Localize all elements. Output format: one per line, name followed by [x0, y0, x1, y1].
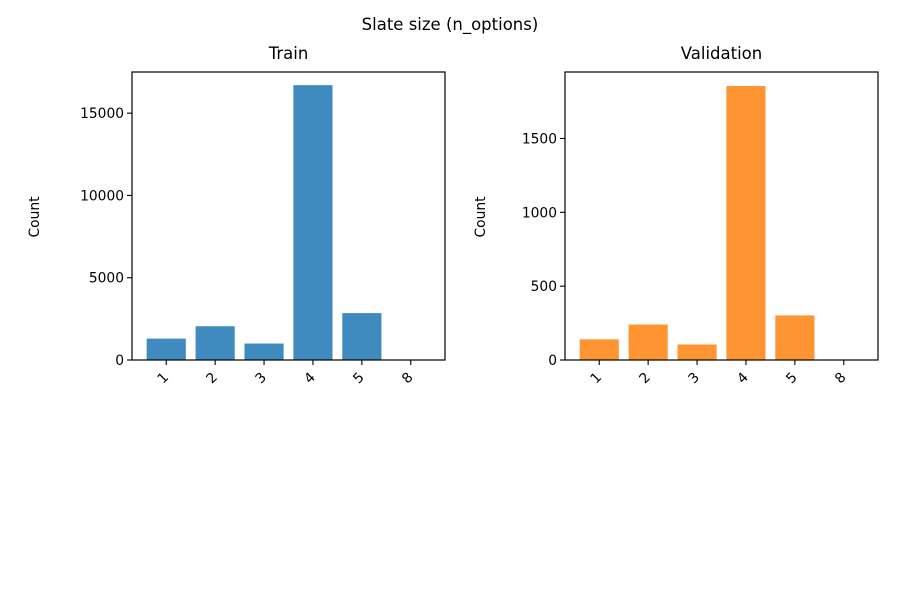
validation-bars: [579, 86, 864, 360]
validation-bar-2: [628, 324, 668, 360]
validation-bar-1: [579, 339, 619, 360]
validation-y-ticks: 0 500 1000 1500: [522, 131, 565, 369]
train-bar-1: [146, 338, 186, 360]
train-chart-title: Train: [268, 44, 309, 63]
train-bar-3: [244, 343, 284, 360]
validation-bar-4: [726, 86, 766, 360]
validation-y-tick-label: 500: [531, 279, 557, 295]
train-bar-2: [195, 326, 235, 360]
figure-title: Slate size (n_options): [362, 15, 539, 35]
train-y-tick-label: 10000: [80, 188, 124, 204]
validation-y-tick-label: 1500: [522, 131, 557, 147]
train-y-axis-label: Count: [27, 196, 43, 238]
train-chart: Train Count 0 5000 10000 15000 1 2 3 4 5 8: [27, 44, 446, 387]
train-y-tick-label: 0: [115, 353, 124, 369]
validation-x-tick-label: 5: [783, 370, 801, 388]
validation-chart-title: Validation: [681, 44, 762, 63]
validation-x-tick-label: 4: [734, 370, 752, 388]
train-bars: [146, 85, 431, 361]
validation-x-tick-label: 3: [685, 370, 703, 388]
validation-bar-3: [677, 344, 717, 360]
validation-y-tick-label: 0: [548, 353, 557, 369]
validation-plot-frame: [564, 71, 879, 361]
train-bar-4: [293, 85, 333, 361]
train-bar-5: [342, 313, 382, 360]
train-x-ticks: 1 2 3 4 5 8: [155, 360, 417, 387]
validation-x-ticks: 1 2 3 4 5 8: [588, 360, 850, 387]
validation-y-tick-label: 1000: [522, 205, 557, 221]
validation-y-axis-label: Count: [473, 196, 489, 238]
train-y-tick-label: 15000: [80, 106, 124, 122]
validation-chart: Validation Count 0 500 1000 1500 1 2 3 4 5 8: [473, 44, 879, 387]
validation-x-tick-label: 2: [636, 370, 654, 388]
validation-bar-5: [775, 315, 815, 360]
train-plot-frame: [131, 71, 446, 361]
train-x-tick-label: 5: [350, 370, 368, 388]
validation-x-tick-label: 1: [588, 370, 606, 388]
train-x-tick-label: 3: [252, 370, 270, 388]
train-y-ticks: 0 5000 10000 15000: [80, 106, 132, 369]
train-y-tick-label: 5000: [89, 271, 124, 287]
train-x-tick-label: 2: [203, 370, 221, 388]
validation-x-tick-label: 8: [832, 370, 850, 388]
train-x-tick-label: 1: [155, 370, 173, 388]
train-x-tick-label: 8: [399, 370, 417, 388]
train-x-tick-label: 4: [301, 370, 319, 388]
